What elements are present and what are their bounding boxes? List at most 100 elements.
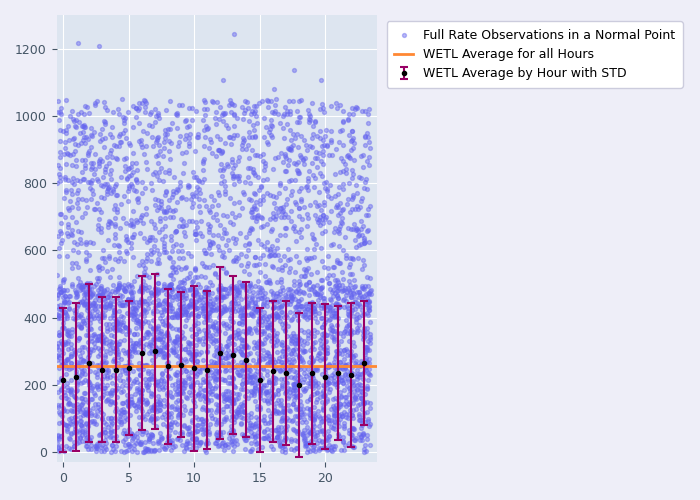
- Full Rate Observations in a Normal Point: [269, 303, 280, 311]
- Full Rate Observations in a Normal Point: [220, 415, 232, 423]
- Full Rate Observations in a Normal Point: [94, 394, 106, 402]
- Full Rate Observations in a Normal Point: [190, 351, 201, 359]
- Full Rate Observations in a Normal Point: [220, 285, 231, 293]
- Full Rate Observations in a Normal Point: [66, 406, 77, 413]
- Full Rate Observations in a Normal Point: [307, 357, 318, 365]
- Full Rate Observations in a Normal Point: [351, 405, 362, 413]
- Full Rate Observations in a Normal Point: [194, 185, 205, 193]
- Full Rate Observations in a Normal Point: [352, 375, 363, 383]
- Full Rate Observations in a Normal Point: [219, 285, 230, 293]
- Full Rate Observations in a Normal Point: [195, 294, 206, 302]
- Full Rate Observations in a Normal Point: [128, 288, 139, 296]
- Full Rate Observations in a Normal Point: [248, 386, 260, 394]
- Full Rate Observations in a Normal Point: [179, 264, 190, 272]
- Full Rate Observations in a Normal Point: [281, 292, 292, 300]
- Full Rate Observations in a Normal Point: [183, 374, 195, 382]
- Full Rate Observations in a Normal Point: [347, 354, 358, 362]
- Full Rate Observations in a Normal Point: [284, 107, 295, 115]
- Full Rate Observations in a Normal Point: [298, 358, 309, 366]
- Full Rate Observations in a Normal Point: [148, 334, 159, 342]
- Full Rate Observations in a Normal Point: [110, 380, 121, 388]
- Full Rate Observations in a Normal Point: [247, 146, 258, 154]
- Full Rate Observations in a Normal Point: [278, 347, 289, 355]
- Full Rate Observations in a Normal Point: [285, 300, 296, 308]
- Full Rate Observations in a Normal Point: [318, 294, 329, 302]
- Full Rate Observations in a Normal Point: [167, 119, 178, 127]
- Full Rate Observations in a Normal Point: [245, 412, 256, 420]
- Full Rate Observations in a Normal Point: [187, 387, 198, 395]
- Full Rate Observations in a Normal Point: [92, 442, 103, 450]
- Full Rate Observations in a Normal Point: [340, 160, 351, 168]
- Full Rate Observations in a Normal Point: [104, 218, 116, 226]
- Full Rate Observations in a Normal Point: [152, 206, 163, 214]
- Full Rate Observations in a Normal Point: [240, 233, 251, 241]
- Full Rate Observations in a Normal Point: [62, 422, 74, 430]
- Full Rate Observations in a Normal Point: [229, 239, 240, 247]
- Full Rate Observations in a Normal Point: [314, 412, 325, 420]
- Full Rate Observations in a Normal Point: [334, 242, 345, 250]
- Full Rate Observations in a Normal Point: [311, 388, 322, 396]
- Full Rate Observations in a Normal Point: [139, 108, 150, 116]
- Full Rate Observations in a Normal Point: [360, 282, 371, 290]
- Full Rate Observations in a Normal Point: [87, 290, 98, 298]
- Full Rate Observations in a Normal Point: [249, 172, 260, 179]
- Full Rate Observations in a Normal Point: [123, 352, 134, 360]
- Full Rate Observations in a Normal Point: [142, 410, 153, 418]
- Full Rate Observations in a Normal Point: [57, 236, 68, 244]
- Full Rate Observations in a Normal Point: [318, 346, 330, 354]
- Full Rate Observations in a Normal Point: [59, 420, 70, 428]
- Full Rate Observations in a Normal Point: [189, 321, 200, 329]
- Full Rate Observations in a Normal Point: [62, 232, 74, 240]
- Full Rate Observations in a Normal Point: [115, 337, 126, 345]
- Full Rate Observations in a Normal Point: [94, 382, 105, 390]
- Full Rate Observations in a Normal Point: [167, 443, 178, 451]
- Full Rate Observations in a Normal Point: [356, 356, 367, 364]
- Full Rate Observations in a Normal Point: [170, 390, 181, 398]
- Full Rate Observations in a Normal Point: [167, 312, 178, 320]
- WETL Average for all Hours: [59, 364, 67, 370]
- Full Rate Observations in a Normal Point: [333, 349, 344, 357]
- Full Rate Observations in a Normal Point: [278, 158, 289, 166]
- Full Rate Observations in a Normal Point: [174, 410, 185, 418]
- Full Rate Observations in a Normal Point: [76, 298, 88, 306]
- Full Rate Observations in a Normal Point: [84, 302, 95, 310]
- Full Rate Observations in a Normal Point: [149, 289, 160, 297]
- Full Rate Observations in a Normal Point: [328, 328, 339, 336]
- Full Rate Observations in a Normal Point: [136, 140, 147, 148]
- Full Rate Observations in a Normal Point: [236, 361, 247, 369]
- Full Rate Observations in a Normal Point: [171, 240, 182, 248]
- Full Rate Observations in a Normal Point: [198, 318, 209, 326]
- Full Rate Observations in a Normal Point: [105, 426, 116, 434]
- Full Rate Observations in a Normal Point: [230, 287, 241, 295]
- Full Rate Observations in a Normal Point: [78, 128, 89, 136]
- Full Rate Observations in a Normal Point: [136, 428, 147, 436]
- Full Rate Observations in a Normal Point: [96, 254, 107, 262]
- Full Rate Observations in a Normal Point: [153, 259, 164, 267]
- Full Rate Observations in a Normal Point: [167, 348, 178, 356]
- Full Rate Observations in a Normal Point: [279, 104, 290, 112]
- Full Rate Observations in a Normal Point: [272, 356, 284, 364]
- Full Rate Observations in a Normal Point: [262, 188, 273, 196]
- Full Rate Observations in a Normal Point: [161, 328, 172, 336]
- Full Rate Observations in a Normal Point: [199, 133, 211, 141]
- Full Rate Observations in a Normal Point: [108, 426, 120, 434]
- Full Rate Observations in a Normal Point: [249, 151, 260, 159]
- Full Rate Observations in a Normal Point: [198, 299, 209, 307]
- Full Rate Observations in a Normal Point: [232, 394, 244, 402]
- Full Rate Observations in a Normal Point: [183, 348, 194, 356]
- Full Rate Observations in a Normal Point: [286, 315, 297, 323]
- Full Rate Observations in a Normal Point: [269, 390, 280, 398]
- Full Rate Observations in a Normal Point: [336, 126, 347, 134]
- Full Rate Observations in a Normal Point: [54, 116, 65, 124]
- Full Rate Observations in a Normal Point: [71, 156, 82, 164]
- Full Rate Observations in a Normal Point: [205, 138, 216, 146]
- Full Rate Observations in a Normal Point: [342, 400, 353, 408]
- Full Rate Observations in a Normal Point: [272, 208, 284, 216]
- Full Rate Observations in a Normal Point: [300, 310, 311, 318]
- Full Rate Observations in a Normal Point: [246, 310, 257, 318]
- Full Rate Observations in a Normal Point: [64, 419, 76, 427]
- Full Rate Observations in a Normal Point: [79, 156, 90, 164]
- Full Rate Observations in a Normal Point: [232, 254, 244, 262]
- Full Rate Observations in a Normal Point: [315, 293, 326, 301]
- Full Rate Observations in a Normal Point: [207, 336, 218, 344]
